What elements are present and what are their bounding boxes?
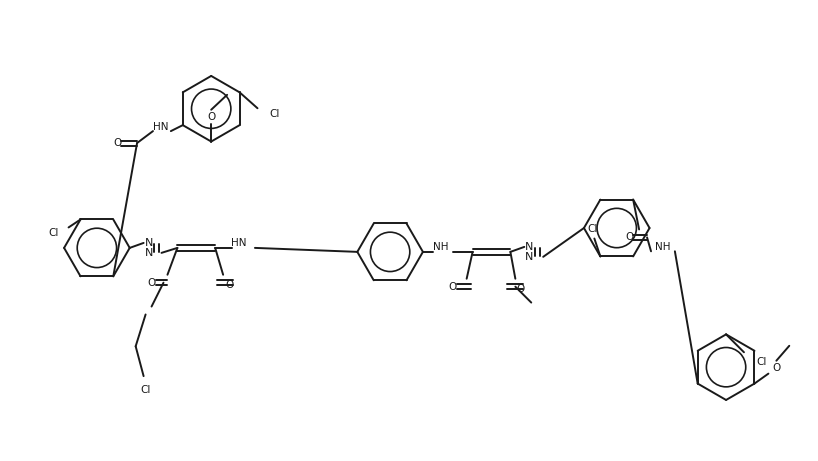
Text: O: O [225,280,233,290]
Text: O: O [113,138,121,148]
Text: Cl: Cl [141,385,151,395]
Text: N: N [525,252,533,262]
Text: O: O [772,363,780,372]
Text: Cl: Cl [587,224,598,234]
Text: N: N [525,242,533,252]
Text: O: O [147,278,155,288]
Text: O: O [625,232,633,242]
Text: N: N [145,238,153,248]
Text: HN: HN [231,238,247,248]
Text: O: O [448,282,457,292]
Text: Cl: Cl [756,357,766,367]
Text: N: N [145,248,153,258]
Text: Cl: Cl [269,109,280,119]
Text: O: O [516,284,524,294]
Text: Cl: Cl [48,228,59,238]
Text: NH: NH [433,242,448,252]
Text: NH: NH [655,242,671,252]
Text: HN: HN [153,122,169,132]
Text: O: O [207,112,215,122]
